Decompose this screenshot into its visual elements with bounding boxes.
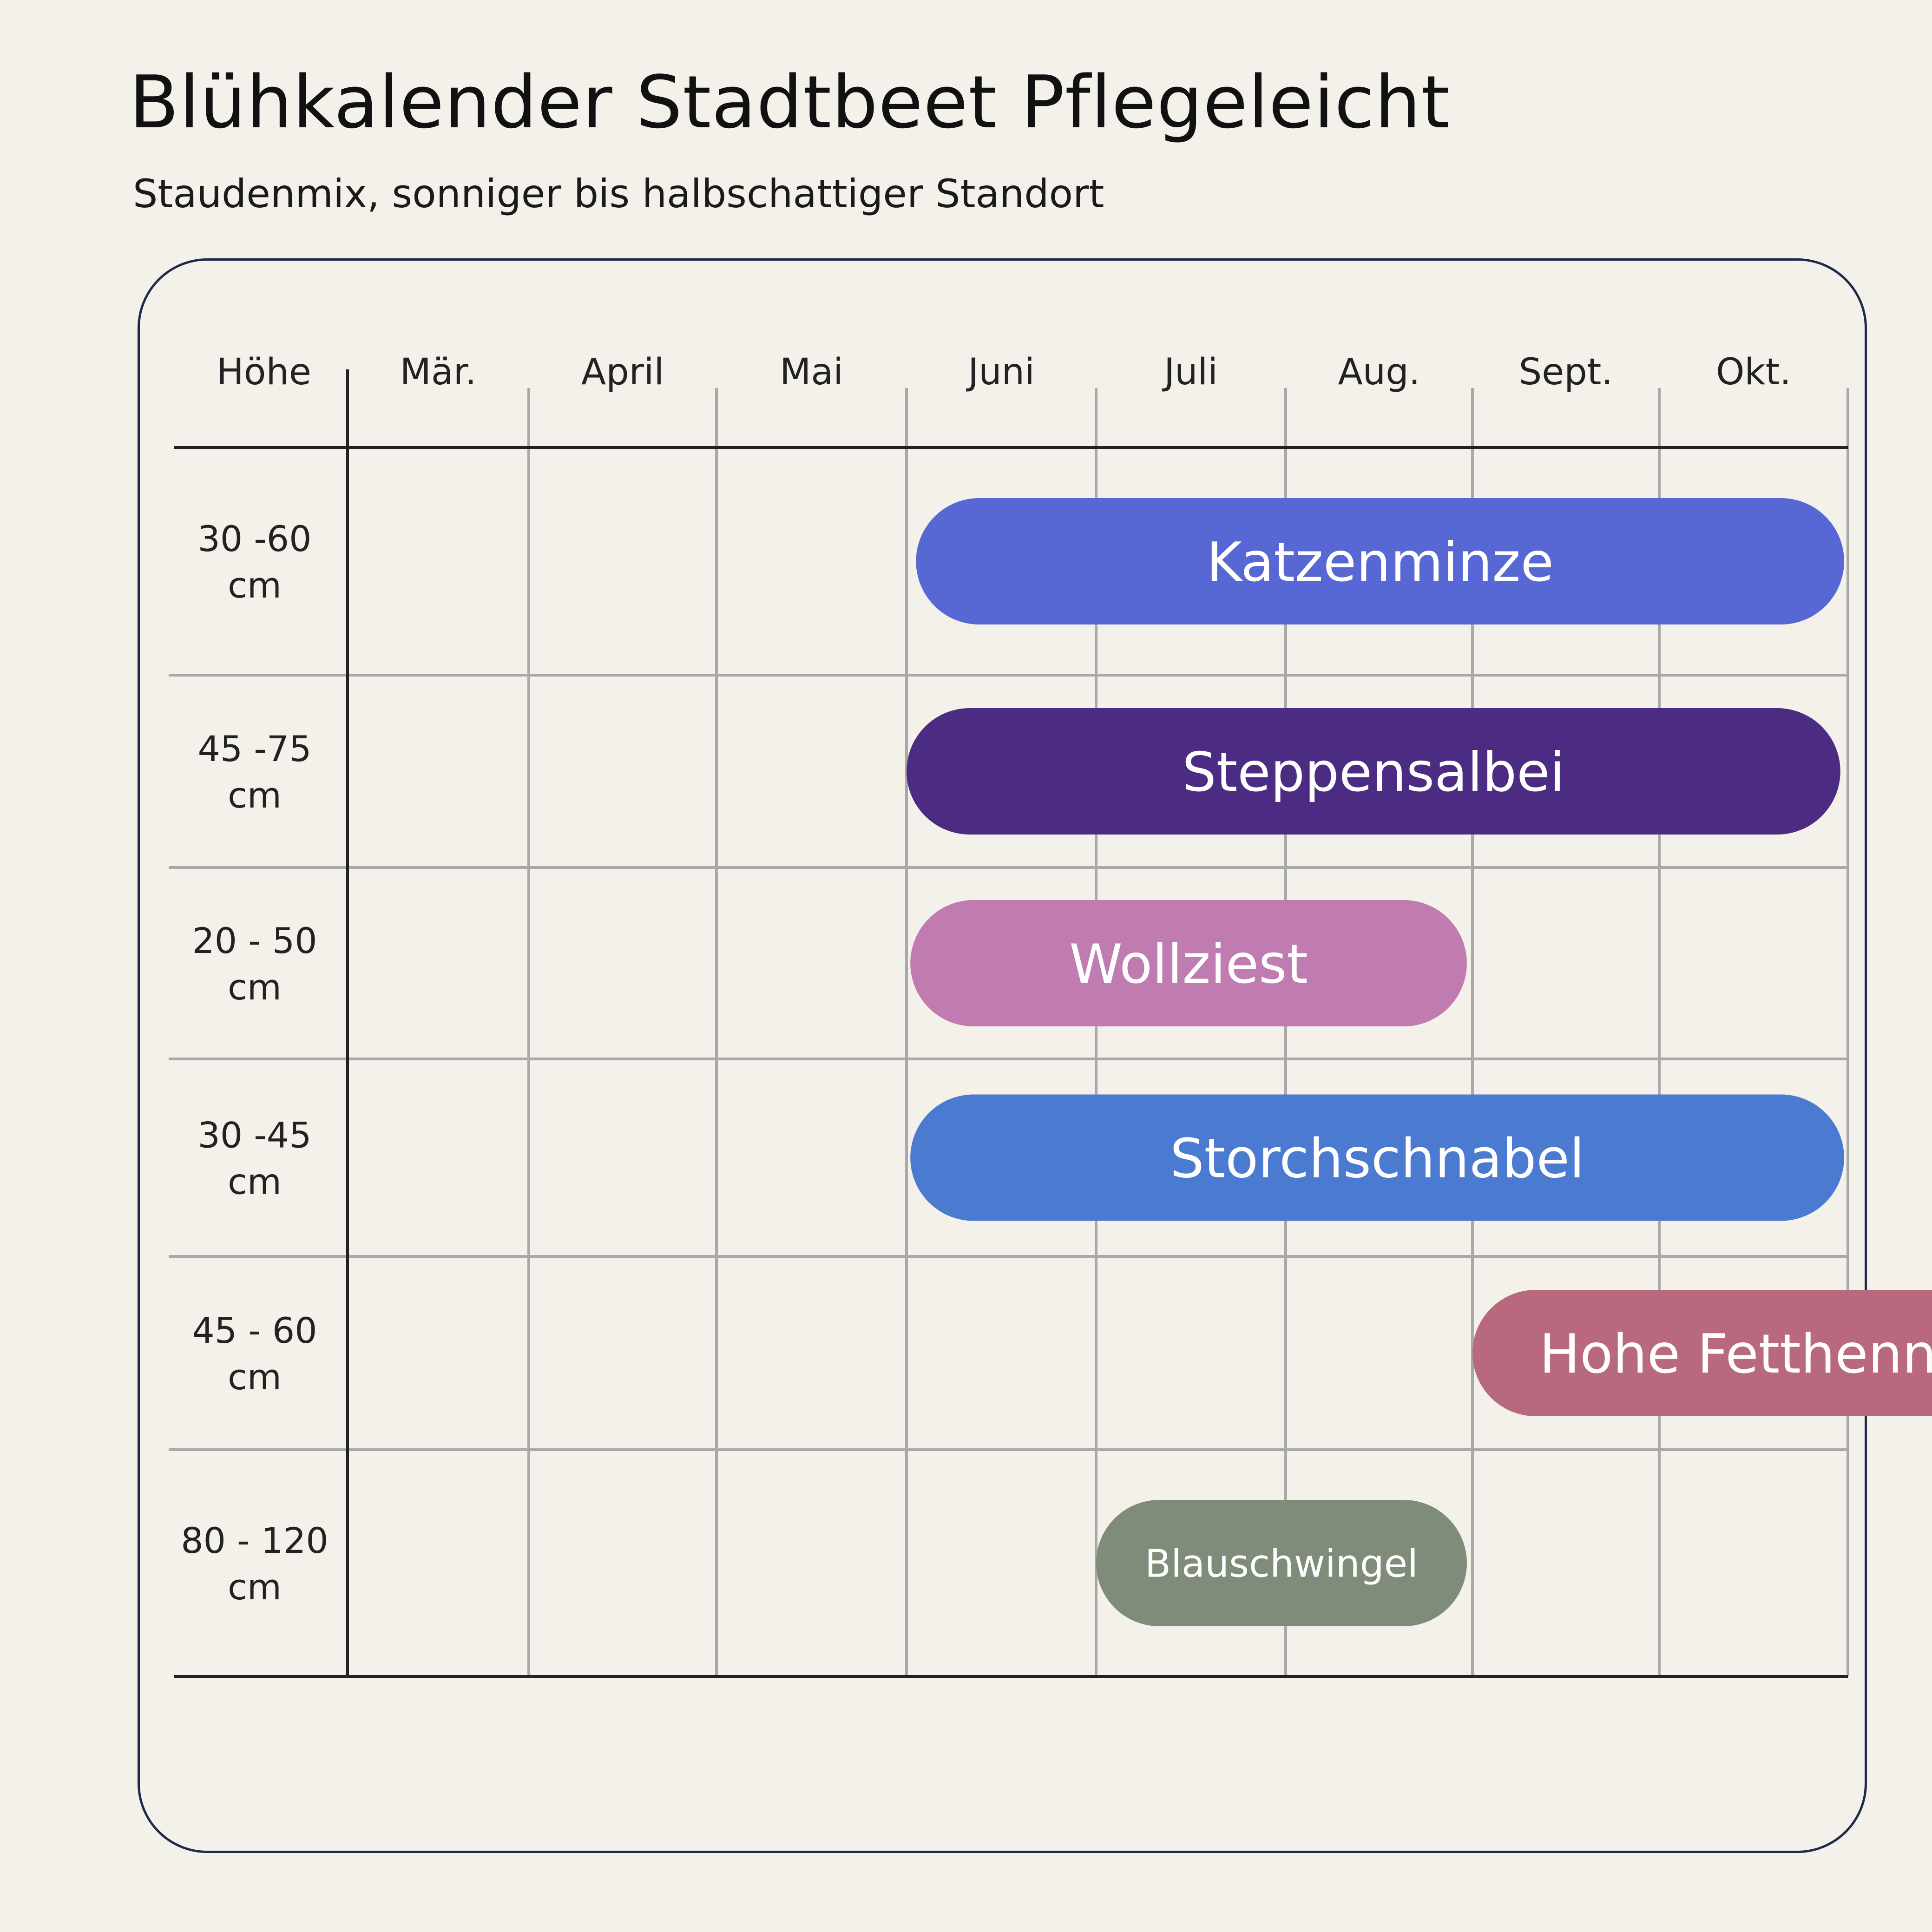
bloom-bar [1472, 1290, 1932, 1416]
height-unit-label: cm [228, 1566, 282, 1608]
chart-subtitle: Staudenmix, sonniger bis halbschattiger … [133, 171, 1104, 217]
month-label: Okt. [1716, 351, 1791, 393]
month-label: Mär. [400, 351, 477, 393]
bloom-bar [916, 498, 1844, 624]
height-unit-label: cm [228, 966, 282, 1008]
bloom-bar [910, 900, 1467, 1026]
height-range-label: 20 - 50 [192, 920, 317, 961]
plant-name-label: Blauschwingel [1145, 1542, 1418, 1586]
height-range-label: 45 -75 [198, 728, 312, 769]
chart-title: Blühkalender Stadtbeet Pflegeleicht [129, 60, 1450, 145]
height-column-header: Höhe [217, 351, 311, 393]
bloom-bar [1096, 1500, 1467, 1626]
height-unit-label: cm [228, 775, 282, 816]
height-range-label: 30 -45 [198, 1115, 312, 1156]
month-label: Juni [966, 351, 1035, 393]
chart-frame [138, 258, 1867, 1853]
month-label: Sept. [1519, 351, 1613, 393]
plant-name-label: Katzenminze [1206, 531, 1553, 594]
month-label: Juli [1162, 351, 1218, 393]
bloom-bar [907, 708, 1840, 835]
month-label: April [581, 351, 664, 393]
bloom-bar [910, 1094, 1844, 1221]
height-unit-label: cm [228, 565, 282, 606]
height-range-label: 30 -60 [198, 518, 312, 559]
plant-name-label: Steppensalbei [1182, 741, 1565, 804]
plant-name-label: Wollziest [1069, 933, 1308, 996]
height-unit-label: cm [228, 1356, 282, 1398]
month-label: Mai [780, 351, 843, 393]
height-range-label: 45 - 60 [192, 1310, 317, 1351]
height-unit-label: cm [228, 1161, 282, 1203]
plant-name-label: Hohe Fetthenne [1539, 1323, 1932, 1386]
height-range-label: 80 - 120 [181, 1520, 329, 1561]
month-label: Aug. [1338, 351, 1420, 393]
plant-name-label: Storchschnabel [1170, 1127, 1584, 1190]
